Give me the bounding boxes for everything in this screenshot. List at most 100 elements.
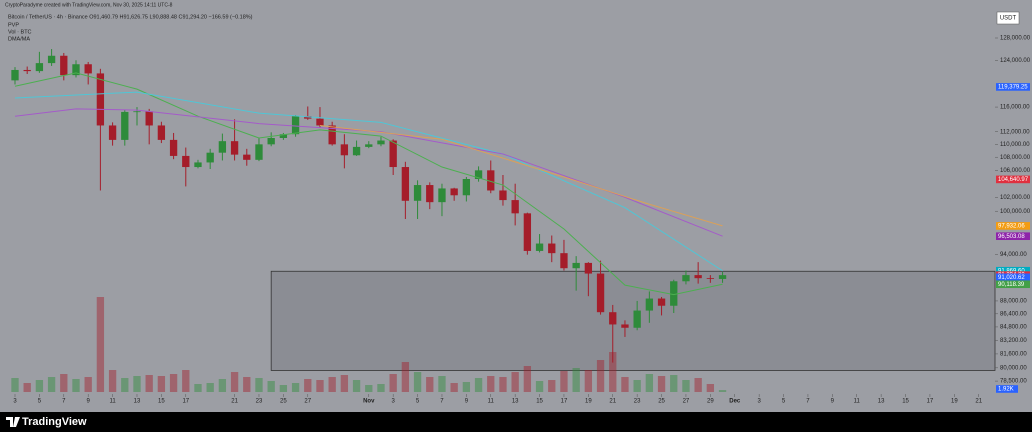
x-tick-label: 13	[512, 399, 519, 405]
y-tick-label: 112,000.00	[1000, 129, 1030, 135]
x-tick-label: 5	[416, 399, 420, 405]
volume-label-box	[996, 385, 1018, 393]
candle-body	[47, 55, 56, 64]
y-tick-label: 78,500.00	[1000, 379, 1027, 385]
x-tick-label: 15	[902, 399, 909, 405]
candle-body	[694, 275, 702, 279]
candle-body	[596, 273, 605, 313]
x-tick-label: 21	[231, 399, 238, 405]
x-tick-label: 17	[561, 399, 568, 405]
volume-bar	[499, 377, 507, 392]
price-label-box	[996, 273, 1030, 282]
candle-body	[194, 162, 202, 168]
volume-bar	[389, 374, 397, 392]
volume-bar	[230, 372, 239, 392]
candle-body	[487, 170, 495, 191]
volume-bar	[291, 383, 300, 392]
candle-body	[548, 243, 556, 254]
volume-bar	[145, 375, 153, 392]
x-tick-label: 19	[585, 399, 592, 405]
price-label-box	[996, 266, 1030, 275]
candle-body	[706, 278, 715, 279]
indicator: PVP	[8, 22, 19, 28]
candle-body	[340, 144, 349, 156]
x-tick-label: 3	[757, 399, 761, 405]
price-label: 90,118.39	[998, 282, 1025, 288]
candle-body	[426, 185, 434, 203]
volume-bar	[267, 381, 275, 392]
candle-body	[621, 324, 629, 328]
volume-bar	[35, 380, 44, 392]
x-tick-label: 7	[62, 399, 66, 405]
volume-bar	[682, 380, 690, 392]
volume-bar	[426, 377, 434, 392]
credit: CryptoParadyme created with TradingView.…	[5, 2, 173, 8]
y-tick-label: 100,000.00	[1000, 209, 1031, 215]
candle-body	[206, 152, 214, 163]
candle-body	[145, 111, 153, 126]
x-tick-label: 21	[609, 399, 616, 405]
candle-body	[84, 64, 92, 74]
price-label-box	[996, 280, 1030, 289]
volume-bar	[548, 380, 556, 392]
candle-body	[35, 63, 44, 72]
candle-body	[401, 167, 410, 201]
price-label: 91,020.62	[998, 275, 1025, 281]
candle-body	[365, 144, 373, 147]
candle-body	[718, 275, 727, 279]
candle-body	[230, 141, 239, 155]
candle-body	[291, 116, 300, 135]
footer-bar	[0, 412, 1032, 432]
x-tick-label: 21	[975, 399, 982, 405]
volume-bar	[462, 382, 471, 392]
volume-bar	[596, 360, 605, 392]
volume-bar	[511, 372, 519, 392]
volume-bar	[194, 384, 202, 392]
y-tick-label: 124,000.00	[1000, 58, 1031, 64]
x-tick-label: 11	[488, 399, 495, 405]
symbol-line: Bitcoin / TetherUS · 4h · Binance O91,46…	[8, 14, 253, 20]
x-tick-label: 23	[634, 399, 641, 405]
moving-average	[319, 124, 723, 227]
x-tick-label: Dec	[729, 399, 741, 405]
x-tick-label: 9	[87, 399, 91, 405]
currency-box[interactable]	[996, 11, 1020, 25]
candle-body	[389, 140, 397, 168]
volume-bar	[11, 378, 19, 392]
volume-bar	[96, 297, 105, 392]
y-tick-label: 128,000.00	[1000, 36, 1031, 42]
x-tick-label: 17	[927, 399, 934, 405]
candle-body	[670, 281, 678, 306]
price-label: 96,503.08	[998, 234, 1025, 240]
x-tick-label: 3	[391, 399, 395, 405]
volume-bar	[621, 377, 629, 392]
volume-bar	[328, 377, 336, 392]
zone	[270, 270, 996, 371]
price-label: 91,869.60	[998, 268, 1025, 274]
logo-icon	[6, 417, 20, 427]
x-tick-label: 11	[854, 399, 861, 405]
moving-average	[14, 91, 723, 272]
candle-body	[377, 140, 385, 145]
volume-bar	[487, 376, 495, 392]
volume-bar	[694, 378, 702, 392]
currency[interactable]: USDT	[1000, 16, 1017, 22]
volume-bar	[279, 385, 288, 392]
candle-body	[121, 111, 129, 140]
volume-bar	[340, 375, 349, 392]
candle-body	[304, 116, 312, 119]
volume-bar	[243, 377, 251, 392]
y-tick-label: 102,000.00	[1000, 195, 1031, 201]
volume-bar	[706, 384, 715, 392]
moving-average	[14, 72, 723, 296]
candle-body	[11, 69, 19, 81]
x-tick-label: 23	[256, 399, 263, 405]
volume-bar	[47, 377, 56, 392]
candle-body	[243, 154, 251, 160]
candle-body	[267, 137, 275, 145]
candle-body	[560, 253, 568, 269]
volume-bar	[401, 362, 410, 392]
volume-bar	[121, 378, 129, 392]
volume-bar	[255, 378, 263, 392]
candle-body	[23, 69, 31, 72]
